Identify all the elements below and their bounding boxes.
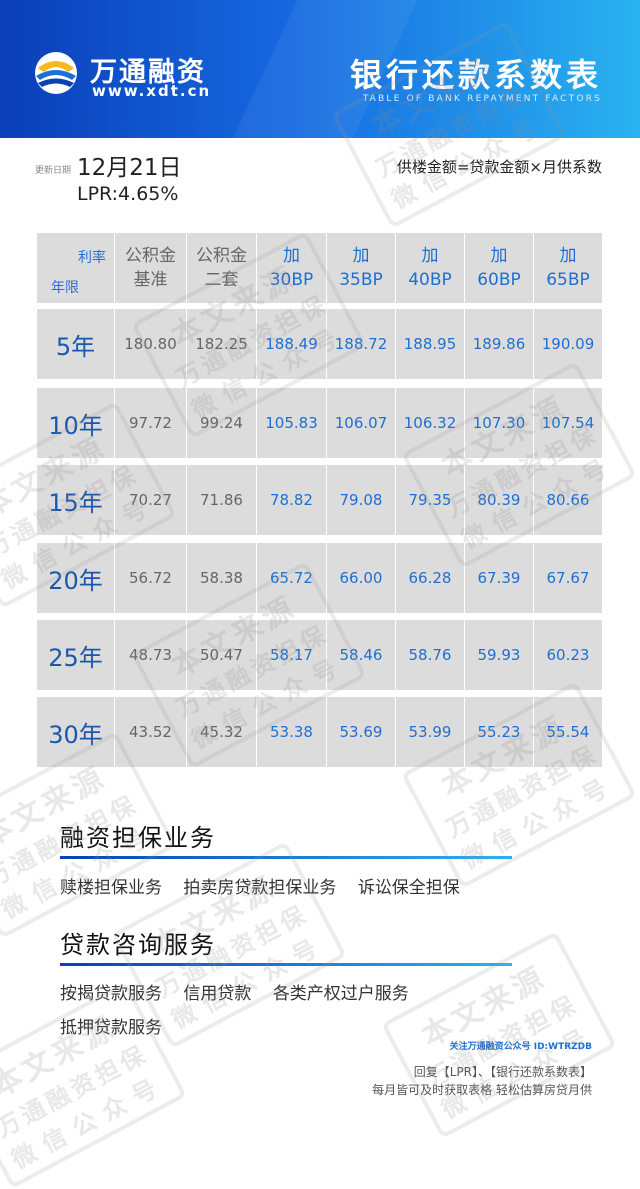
logo-icon <box>35 52 77 94</box>
list-item: 各类产权过户服务 <box>272 984 409 1004</box>
value-cell: 53.99 <box>396 697 465 767</box>
value-cell: 79.35 <box>396 465 465 535</box>
value-cell: 106.07 <box>327 388 396 458</box>
value-cell: 67.67 <box>546 569 590 587</box>
value-cell: 60.23 <box>546 646 590 664</box>
value-cell: 43.52 <box>115 697 187 767</box>
value-cell: 99.24 <box>187 388 257 458</box>
year-cell: 10年 <box>37 388 115 458</box>
loan-section-title: 贷款咨询服务 <box>60 931 216 959</box>
value-cell: 97.72 <box>115 388 187 458</box>
guarantee-items: 赎楼担保业务 拍卖房贷款担保业务 诉讼保全担保 <box>60 873 476 898</box>
year-cell: 20年 <box>37 543 115 613</box>
table-row: 30年 43.52 45.32 53.38 53.69 53.99 55.23 55.54 <box>37 697 602 767</box>
table-row: 20年 56.72 58.38 65.72 66.00 66.28 67.39 67.67 <box>37 543 602 613</box>
header-fund-base: 公积金 基准 <box>115 233 187 303</box>
value-cell: 106.32 <box>396 388 465 458</box>
list-item: 抵押贷款服务 <box>60 1018 162 1038</box>
loan-divider <box>60 963 512 966</box>
value-cell: 78.82 <box>257 465 327 535</box>
brand-name: 万通融资 <box>90 57 206 88</box>
year-cell: 30年 <box>37 697 115 767</box>
table-row: 5年 180.80 182.25 188.49 188.72 188.95 189.86 19… <box>37 309 602 379</box>
lpr-rate: LPR:4.65% <box>77 183 179 205</box>
value-cell: 66.00 <box>327 543 396 613</box>
value-cell: 48.73 <box>115 620 187 690</box>
formula-text: 供楼金额=贷款金额×月供系数 <box>396 158 602 176</box>
value-cell: 182.25 <box>187 309 257 379</box>
year-cell: 15年 <box>37 465 115 535</box>
page-subtitle: TABLE OF BANK REPAYMENT FACTORS <box>362 94 602 104</box>
value-cell: 58.17 <box>257 620 327 690</box>
year-cell: 25年 <box>37 620 115 690</box>
value-cell: 45.32 <box>187 697 257 767</box>
loan-items-line1: 按揭贷款服务 信用贷款 各类产权过户服务 <box>60 979 425 1004</box>
guarantee-section-title: 融资担保业务 <box>60 824 216 852</box>
list-item: 信用贷款 <box>183 984 252 1004</box>
list-item: 诉讼保全担保 <box>357 878 460 898</box>
value-cell: 55.23 <box>465 697 534 767</box>
table-corner-cell: 利率 年限 <box>37 233 115 303</box>
value-cell: 53.69 <box>327 697 396 767</box>
value-cell: 71.86 <box>187 465 257 535</box>
header-banner: 万通融资 www.xdt.cn 银行还款系数表 TABLE OF BANK RE… <box>0 0 640 138</box>
follow-account-text: 关注万通融资公众号 ID:WTRZDB <box>449 1042 592 1052</box>
value-cell: 55.54 <box>546 723 590 741</box>
value-cell: 59.93 <box>465 620 534 690</box>
header-plus-65bp: 加 65BP <box>546 246 590 290</box>
value-cell: 189.86 <box>465 309 534 379</box>
loan-items-line2: 抵押贷款服务 <box>60 1013 178 1038</box>
header-plus-60bp: 加 60BP <box>465 233 534 303</box>
value-cell: 188.49 <box>257 309 327 379</box>
corner-rate-label: 利率 <box>78 250 106 266</box>
list-item: 赎楼担保业务 <box>60 878 162 898</box>
header-fund-second: 公积金 二套 <box>187 233 257 303</box>
year-cell: 5年 <box>37 309 115 379</box>
page-title: 银行还款系数表 <box>349 56 602 94</box>
value-cell: 80.39 <box>465 465 534 535</box>
value-cell: 188.95 <box>396 309 465 379</box>
table-row: 25年 48.73 50.47 58.17 58.46 58.76 59.93 60.23 <box>37 620 602 690</box>
header-plus-40bp: 加 40BP <box>396 233 465 303</box>
list-item: 按揭贷款服务 <box>60 984 162 1004</box>
value-cell: 105.83 <box>257 388 327 458</box>
value-cell: 58.38 <box>187 543 257 613</box>
header-plus-35bp: 加 35BP <box>327 233 396 303</box>
value-cell: 180.80 <box>115 309 187 379</box>
value-cell: 107.30 <box>465 388 534 458</box>
table-row: 15年 70.27 71.86 78.82 79.08 79.35 80.39 80.66 <box>37 465 602 535</box>
header-plus-30bp: 加 30BP <box>257 233 327 303</box>
value-cell: 53.38 <box>257 697 327 767</box>
value-cell: 50.47 <box>187 620 257 690</box>
guarantee-divider <box>60 856 512 859</box>
footer-note: 每月皆可及时获取表格 轻松估算房贷月供 <box>372 1083 592 1097</box>
value-cell: 188.72 <box>327 309 396 379</box>
value-cell: 65.72 <box>257 543 327 613</box>
update-label: 更新日期 <box>35 166 72 176</box>
reply-keywords-text: 回复【LPR】、【银行还款系数表】 <box>413 1065 592 1079</box>
value-cell: 70.27 <box>115 465 187 535</box>
value-cell: 58.76 <box>396 620 465 690</box>
value-cell: 80.66 <box>546 491 590 509</box>
update-date: 12月21日 <box>77 155 182 181</box>
list-item: 拍卖房贷款担保业务 <box>183 878 337 898</box>
table-header-row: 利率 年限 公积金 基准 公积金 二套 加 30BP 加 35BP 加 40BP 加 60B… <box>37 233 602 303</box>
brand-url[interactable]: www.xdt.cn <box>92 82 212 100</box>
value-cell: 66.28 <box>396 543 465 613</box>
value-cell: 67.39 <box>465 543 534 613</box>
value-cell: 107.54 <box>541 414 595 432</box>
table-row: 10年 97.72 99.24 105.83 106.07 106.32 107.30 107… <box>37 388 602 458</box>
value-cell: 58.46 <box>327 620 396 690</box>
corner-year-label: 年限 <box>51 280 79 296</box>
value-cell: 190.09 <box>541 335 595 353</box>
value-cell: 56.72 <box>115 543 187 613</box>
value-cell: 79.08 <box>327 465 396 535</box>
